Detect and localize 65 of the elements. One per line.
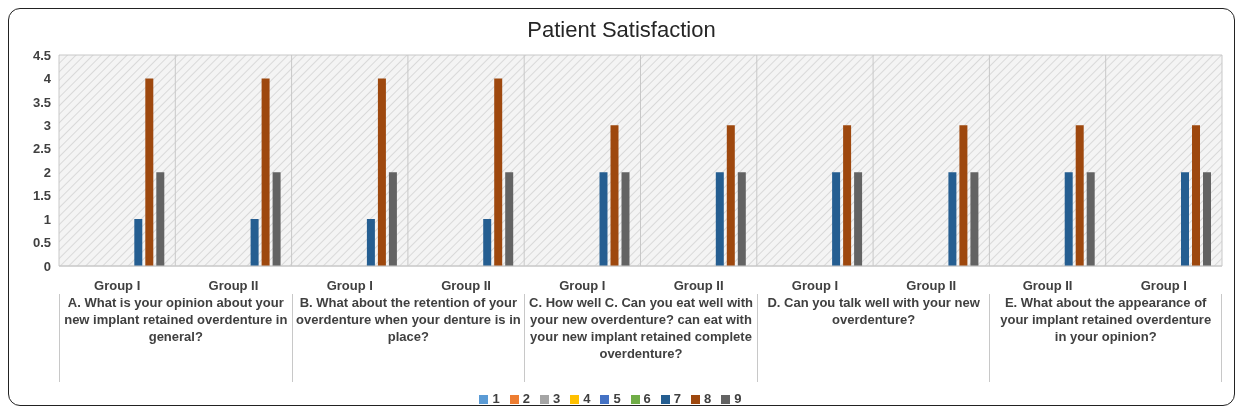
bar (250, 219, 259, 266)
x-tick-label: Group I (1140, 278, 1187, 293)
bar (145, 78, 154, 266)
x-tick-label: Group I (559, 278, 606, 293)
legend-label: 5 (613, 391, 621, 406)
bar (388, 172, 397, 266)
bar (156, 172, 165, 266)
bar (1064, 172, 1073, 266)
bar (261, 78, 270, 266)
bar (970, 172, 979, 266)
legend-label: 7 (673, 391, 682, 406)
bar (737, 172, 746, 266)
bar (494, 78, 503, 266)
text: D. Can you talk well with your new overdenture? (756, 294, 990, 382)
x-tick-label: Group II (906, 278, 957, 293)
y-tick-label: 0.5 (32, 235, 51, 251)
legend-label: 1 (492, 391, 500, 406)
legend-label: 4 (583, 391, 591, 406)
y-tick-label: 3 (43, 117, 51, 133)
bar (505, 172, 514, 266)
bar (272, 172, 281, 266)
text: A. What is your opinion about your new implant retained overdenture in general? (59, 294, 292, 382)
bar (610, 125, 619, 266)
y-tick-label: 4.5 (32, 47, 51, 63)
bar (726, 125, 735, 266)
x-tick-label: Group II (208, 278, 259, 293)
y-tick-label: 2 (43, 164, 51, 180)
bar (715, 172, 724, 266)
bar (959, 125, 968, 266)
y-tick-label: 1.5 (32, 188, 51, 204)
y-tick-label: 1 (43, 211, 51, 227)
legend-label: 3 (552, 391, 561, 406)
x-tick-label: Group I (94, 278, 141, 293)
legend-label: 8 (704, 391, 712, 406)
bar (377, 78, 386, 266)
x-tick-label: Group II (441, 278, 491, 293)
legend-label: 2 (522, 391, 530, 406)
legend-label: 6 (643, 391, 651, 406)
bar (832, 172, 841, 266)
bar (134, 219, 143, 266)
bar (948, 172, 957, 266)
chart-title: Patient Satisfaction (526, 16, 717, 44)
bar (843, 125, 852, 266)
bar (1203, 172, 1211, 266)
y-tick-label: 2.5 (32, 141, 51, 157)
x-tick-label: Group II (1022, 278, 1073, 293)
legend-label: 9 (734, 391, 742, 406)
bar (1181, 172, 1189, 266)
x-tick-label: Group I (791, 278, 839, 293)
text: E. What about the appearance of your implant retained overdenture in your opinion? (989, 294, 1222, 382)
bar (621, 172, 630, 266)
y-tick-label: 4 (43, 71, 52, 87)
bar (366, 219, 375, 266)
x-tick-label: Group II (673, 278, 724, 293)
x-tick-label: Group I (326, 278, 373, 293)
y-tick-label: 0 (43, 258, 51, 274)
y-tick-label: 3.5 (32, 94, 51, 110)
bar (1192, 125, 1200, 266)
bar (483, 219, 492, 266)
bar (1075, 125, 1084, 266)
bar (599, 172, 608, 266)
bar (854, 172, 863, 266)
text: B. What about the retention of your overdenture when your denture is in place? (291, 294, 525, 382)
bar (1086, 172, 1095, 266)
text: C. How well C. Can you eat well with your new overdenture? can eat with your new implant retained complete overdenture? (524, 294, 757, 382)
